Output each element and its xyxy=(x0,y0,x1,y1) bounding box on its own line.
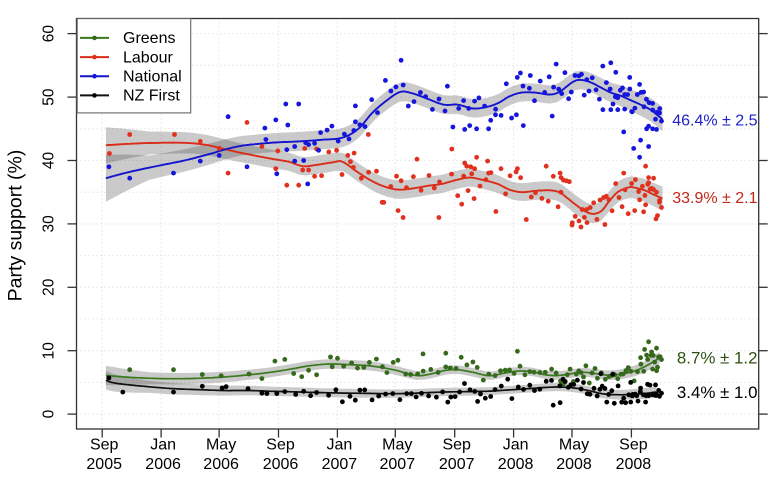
svg-text:Sep: Sep xyxy=(619,437,648,454)
svg-text:2008: 2008 xyxy=(556,456,592,473)
svg-text:30: 30 xyxy=(41,215,58,233)
svg-text:May: May xyxy=(382,437,412,454)
svg-text:Sep: Sep xyxy=(266,437,295,454)
svg-text:National: National xyxy=(123,68,182,85)
svg-text:NZ First: NZ First xyxy=(123,88,180,105)
svg-text:Jan: Jan xyxy=(150,437,176,454)
svg-text:2007: 2007 xyxy=(380,456,416,473)
svg-text:2005: 2005 xyxy=(86,456,122,473)
svg-text:20: 20 xyxy=(41,278,58,296)
svg-text:Labour: Labour xyxy=(123,49,173,66)
svg-text:50: 50 xyxy=(41,88,58,106)
svg-text:0: 0 xyxy=(41,409,58,418)
svg-text:60: 60 xyxy=(41,25,58,43)
svg-text:2006: 2006 xyxy=(203,456,239,473)
svg-text:May: May xyxy=(559,437,589,454)
svg-text:Greens: Greens xyxy=(123,30,175,47)
svg-text:8.7% ± 1.2: 8.7% ± 1.2 xyxy=(677,349,758,368)
svg-text:2007: 2007 xyxy=(322,456,358,473)
svg-text:3.4% ± 1.0: 3.4% ± 1.0 xyxy=(677,383,758,402)
svg-text:2007: 2007 xyxy=(439,456,475,473)
svg-text:40: 40 xyxy=(41,152,58,170)
svg-text:2008: 2008 xyxy=(616,456,652,473)
svg-text:2006: 2006 xyxy=(145,456,181,473)
svg-text:May: May xyxy=(206,437,236,454)
svg-text:Jan: Jan xyxy=(327,437,353,454)
svg-text:2006: 2006 xyxy=(263,456,299,473)
svg-text:33.9% ± 2.1: 33.9% ± 2.1 xyxy=(672,190,757,207)
svg-text:Sep: Sep xyxy=(90,437,119,454)
svg-text:2008: 2008 xyxy=(498,456,534,473)
svg-text:Party support (%): Party support (%) xyxy=(5,150,27,302)
svg-text:Jan: Jan xyxy=(503,437,529,454)
svg-text:10: 10 xyxy=(41,342,58,360)
svg-text:Sep: Sep xyxy=(442,437,471,454)
svg-text:46.4% ± 2.5: 46.4% ± 2.5 xyxy=(672,113,757,130)
